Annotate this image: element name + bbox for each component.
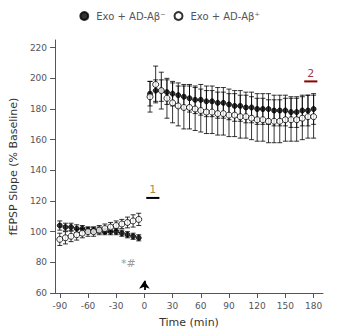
svg-text:-30: -30 bbox=[109, 301, 124, 311]
svg-text:180: 180 bbox=[305, 301, 322, 311]
svg-text:fEPSP Slope (% Baseline): fEPSP Slope (% Baseline) bbox=[7, 98, 20, 236]
svg-text:-90: -90 bbox=[52, 301, 67, 311]
svg-text:100: 100 bbox=[30, 227, 47, 237]
svg-text:150: 150 bbox=[277, 301, 294, 311]
svg-text:180: 180 bbox=[30, 104, 47, 114]
svg-text:#: # bbox=[127, 257, 136, 270]
svg-text:Time (min): Time (min) bbox=[158, 316, 219, 329]
svg-text:1: 1 bbox=[149, 183, 156, 196]
svg-text:120: 120 bbox=[30, 196, 47, 206]
svg-text:90: 90 bbox=[223, 301, 235, 311]
svg-text:120: 120 bbox=[249, 301, 266, 311]
svg-text:80: 80 bbox=[36, 257, 48, 267]
svg-text:30: 30 bbox=[167, 301, 179, 311]
svg-text:140: 140 bbox=[30, 165, 47, 175]
svg-text:60: 60 bbox=[195, 301, 207, 311]
svg-text:Exo + AD-Aβ⁺: Exo + AD-Aβ⁺ bbox=[191, 11, 260, 22]
svg-text:200: 200 bbox=[30, 73, 47, 83]
svg-text:2: 2 bbox=[307, 67, 314, 80]
svg-text:160: 160 bbox=[30, 135, 47, 145]
svg-text:60: 60 bbox=[36, 288, 48, 298]
svg-text:-60: -60 bbox=[81, 301, 96, 311]
svg-text:0: 0 bbox=[142, 301, 148, 311]
svg-text:220: 220 bbox=[30, 43, 47, 53]
svg-text:Exo + AD-Aβ⁻: Exo + AD-Aβ⁻ bbox=[96, 11, 165, 22]
